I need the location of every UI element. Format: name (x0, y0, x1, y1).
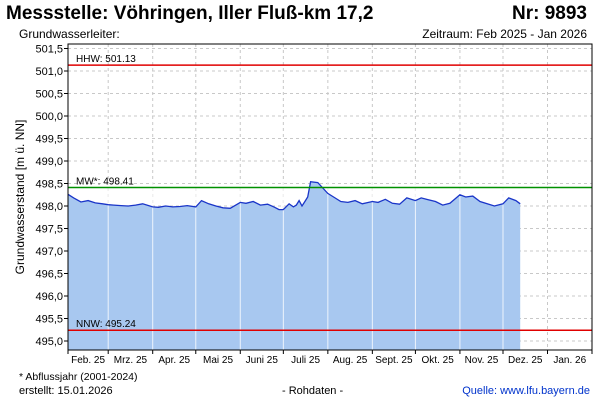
page-title: Messstelle: Vöhringen, Iller Fluß-km 17,… (6, 3, 374, 24)
y-tick-label: 495,0 (35, 336, 63, 348)
station-number: Nr: 9893 (512, 3, 587, 24)
groundwater-line (67, 180, 521, 211)
x-tick-label: Juli 25 (291, 355, 320, 366)
reference-label: HHW: 501.13 (76, 54, 136, 65)
x-tick-label: Feb. 25 (71, 355, 105, 366)
x-tick-label: Juni 25 (246, 355, 279, 366)
y-axis-label: Grundwasserstand [m ü. NN] (13, 120, 27, 275)
period-label: Zeitraum: Feb 2025 - Jan 2026 (422, 27, 587, 41)
x-tick-label: Nov. 25 (465, 355, 499, 366)
y-tick-label: 497,0 (35, 246, 63, 258)
x-tick-label: Jan. 26 (553, 355, 586, 366)
groundwater-area (68, 181, 521, 350)
aquifer-label: Grundwasserleiter: (19, 27, 120, 41)
created-date: erstellt: 15.01.2026 (19, 385, 113, 397)
raw-data-label: - Rohdaten - (282, 385, 344, 397)
reference-label: NNW: 495.24 (76, 319, 136, 330)
x-tick-label: Okt. 25 (422, 355, 455, 366)
y-tick-label: 500,5 (35, 89, 63, 101)
y-tick-label: 499,0 (35, 156, 63, 168)
y-tick-label: 500,0 (35, 111, 63, 123)
y-tick-label: 495,5 (35, 314, 63, 326)
y-tick-label: 498,5 (35, 179, 63, 191)
y-tick-label: 498,0 (35, 201, 63, 213)
y-tick-label: 497,5 (35, 224, 63, 236)
y-tick-label: 496,0 (35, 291, 63, 303)
y-tick-label: 499,5 (35, 134, 63, 146)
y-tick-label: 501,0 (35, 66, 63, 78)
footnote-mean-period: * Abflussjahr (2001-2024) (19, 371, 138, 383)
plot-frame (67, 43, 593, 351)
y-tick-label: 501,5 (35, 44, 63, 56)
x-tick-label: Mrz. 25 (114, 355, 148, 366)
x-tick-label: Aug. 25 (333, 355, 368, 366)
x-tick-label: Sept. 25 (375, 355, 413, 366)
x-tick-label: Dez. 25 (508, 355, 543, 366)
y-tick-label: 496,5 (35, 269, 63, 281)
reference-label: MW*: 498.41 (76, 177, 134, 188)
x-tick-label: Apr. 25 (158, 355, 190, 366)
x-tick-label: Mai 25 (203, 355, 233, 366)
source-link[interactable]: Quelle: www.lfu.bayern.de (462, 385, 590, 397)
